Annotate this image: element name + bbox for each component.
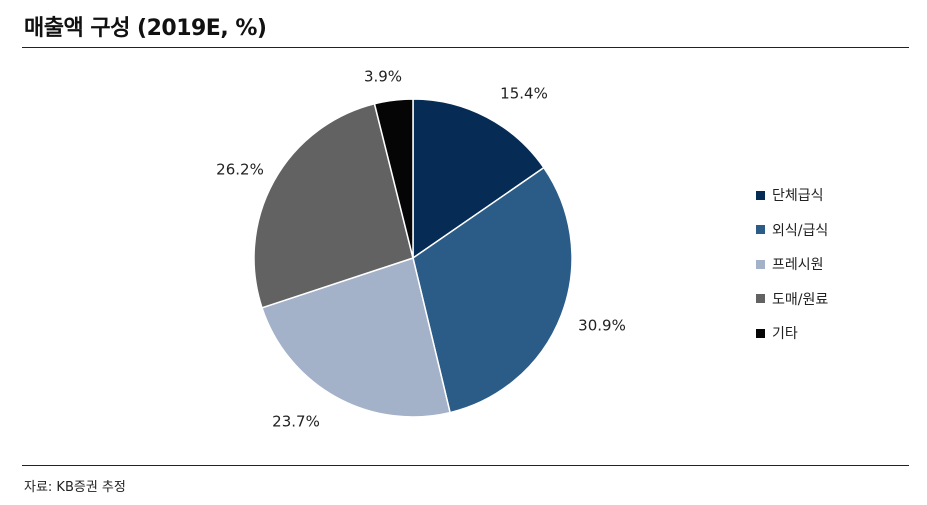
legend-swatch [756, 259, 765, 269]
source-note: 자료: KB증권 추정 [24, 480, 126, 495]
slice-data-label: 30.9% [578, 317, 626, 335]
legend-label: 프레시원 [772, 257, 824, 274]
legend-item: 도매/원료 [756, 282, 828, 317]
top-divider [22, 47, 909, 48]
legend-label: 단체급식 [772, 188, 824, 205]
pie-slice [373, 98, 414, 259]
legend-swatch [756, 294, 765, 304]
legend-swatch [756, 190, 765, 200]
legend-item: 외식/급식 [756, 213, 828, 248]
slice-data-label: 26.2% [216, 161, 264, 179]
pie-slice [412, 98, 545, 260]
legend-label: 외식/급식 [772, 222, 829, 239]
legend-label: 기타 [772, 326, 798, 343]
legend-item: 단체급식 [756, 178, 828, 213]
legend-swatch [756, 225, 765, 235]
legend-item: 기타 [756, 316, 828, 351]
legend-item: 프레시원 [756, 247, 828, 282]
pie-slice [253, 102, 414, 309]
chart-title: 매출액 구성 (2019E, %) [24, 16, 267, 41]
bottom-divider [22, 465, 909, 466]
legend-swatch [756, 328, 765, 338]
slice-data-label: 3.9% [364, 68, 402, 86]
pie-slice [261, 257, 451, 418]
legend-label: 도매/원료 [772, 291, 829, 308]
slice-data-label: 23.7% [272, 413, 320, 431]
slice-data-label: 15.4% [500, 85, 548, 103]
pie-slice [412, 166, 573, 414]
